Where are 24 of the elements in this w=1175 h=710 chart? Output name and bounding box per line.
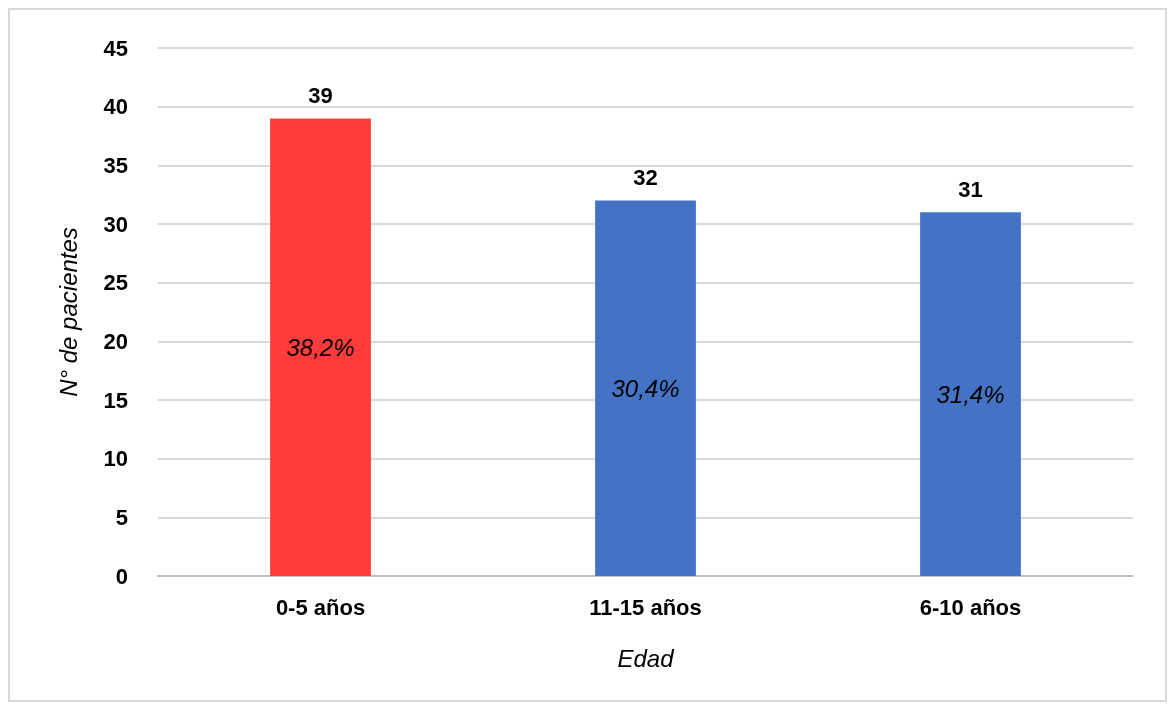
data-label: 39 bbox=[308, 82, 333, 108]
y-tick-label: 5 bbox=[115, 504, 128, 530]
data-label: 32 bbox=[633, 165, 658, 191]
y-tick-label: 45 bbox=[103, 35, 128, 61]
y-axis-title: N° de pacientes bbox=[54, 227, 82, 397]
y-tick-label: 10 bbox=[103, 446, 128, 472]
x-tick-label: 6-10 años bbox=[919, 594, 1022, 620]
annotation: 30,4% bbox=[611, 374, 680, 402]
annotation: 31,4% bbox=[936, 380, 1005, 408]
y-tick-label: 0 bbox=[115, 563, 128, 589]
y-tick-label: 40 bbox=[103, 94, 128, 120]
y-tick-label: 25 bbox=[103, 270, 128, 296]
bar bbox=[270, 118, 371, 576]
x-tick-label: 0-5 años bbox=[275, 594, 366, 620]
bar bbox=[595, 200, 696, 576]
bar bbox=[920, 212, 1021, 576]
x-axis-title: Edad bbox=[617, 644, 675, 672]
x-tick-label: 11-15 años bbox=[589, 594, 702, 620]
y-tick-label: 35 bbox=[103, 152, 128, 178]
y-tick-label: 15 bbox=[103, 387, 128, 413]
y-tick-label: 20 bbox=[103, 328, 128, 354]
y-tick-label: 30 bbox=[103, 211, 128, 237]
annotation: 38,2% bbox=[286, 333, 355, 361]
data-label: 31 bbox=[958, 176, 983, 202]
